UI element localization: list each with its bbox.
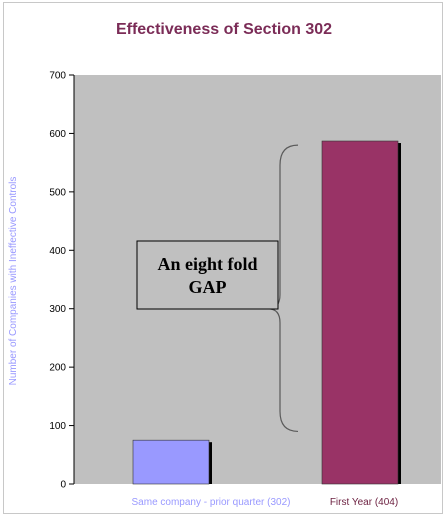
annotation-line-1: An eight fold xyxy=(157,254,257,274)
y-tick-label: 0 xyxy=(60,480,66,491)
bar xyxy=(132,439,210,485)
y-tick-label: 500 xyxy=(49,187,66,198)
y-tick-label: 700 xyxy=(49,71,66,82)
y-tick-label: 600 xyxy=(49,129,66,140)
gap-annotation: An eight fold GAP xyxy=(136,240,279,310)
chart-frame: Effectiveness of Section 302 Number of C… xyxy=(3,2,443,514)
annotation-box xyxy=(136,240,279,310)
y-axis-label: Number of Companies with Ineffective Con… xyxy=(8,177,19,386)
bar xyxy=(321,140,399,485)
x-category-label: Same company - prior quarter (302) xyxy=(132,497,291,508)
x-category-label: First Year (404) xyxy=(330,497,398,508)
y-axis: 0 100 200 300 400 500 600 700 xyxy=(49,71,75,491)
bar-chart: Effectiveness of Section 302 Number of C… xyxy=(8,21,441,508)
y-tick-label: 400 xyxy=(49,246,66,257)
y-tick-label: 100 xyxy=(49,421,66,432)
chart-title: Effectiveness of Section 302 xyxy=(116,21,332,38)
y-tick-label: 200 xyxy=(49,363,66,374)
bars xyxy=(132,140,401,485)
x-axis-labels: Same company - prior quarter (302) First … xyxy=(132,497,399,508)
annotation-line-2: GAP xyxy=(189,277,227,297)
y-tick-label: 300 xyxy=(49,304,66,315)
